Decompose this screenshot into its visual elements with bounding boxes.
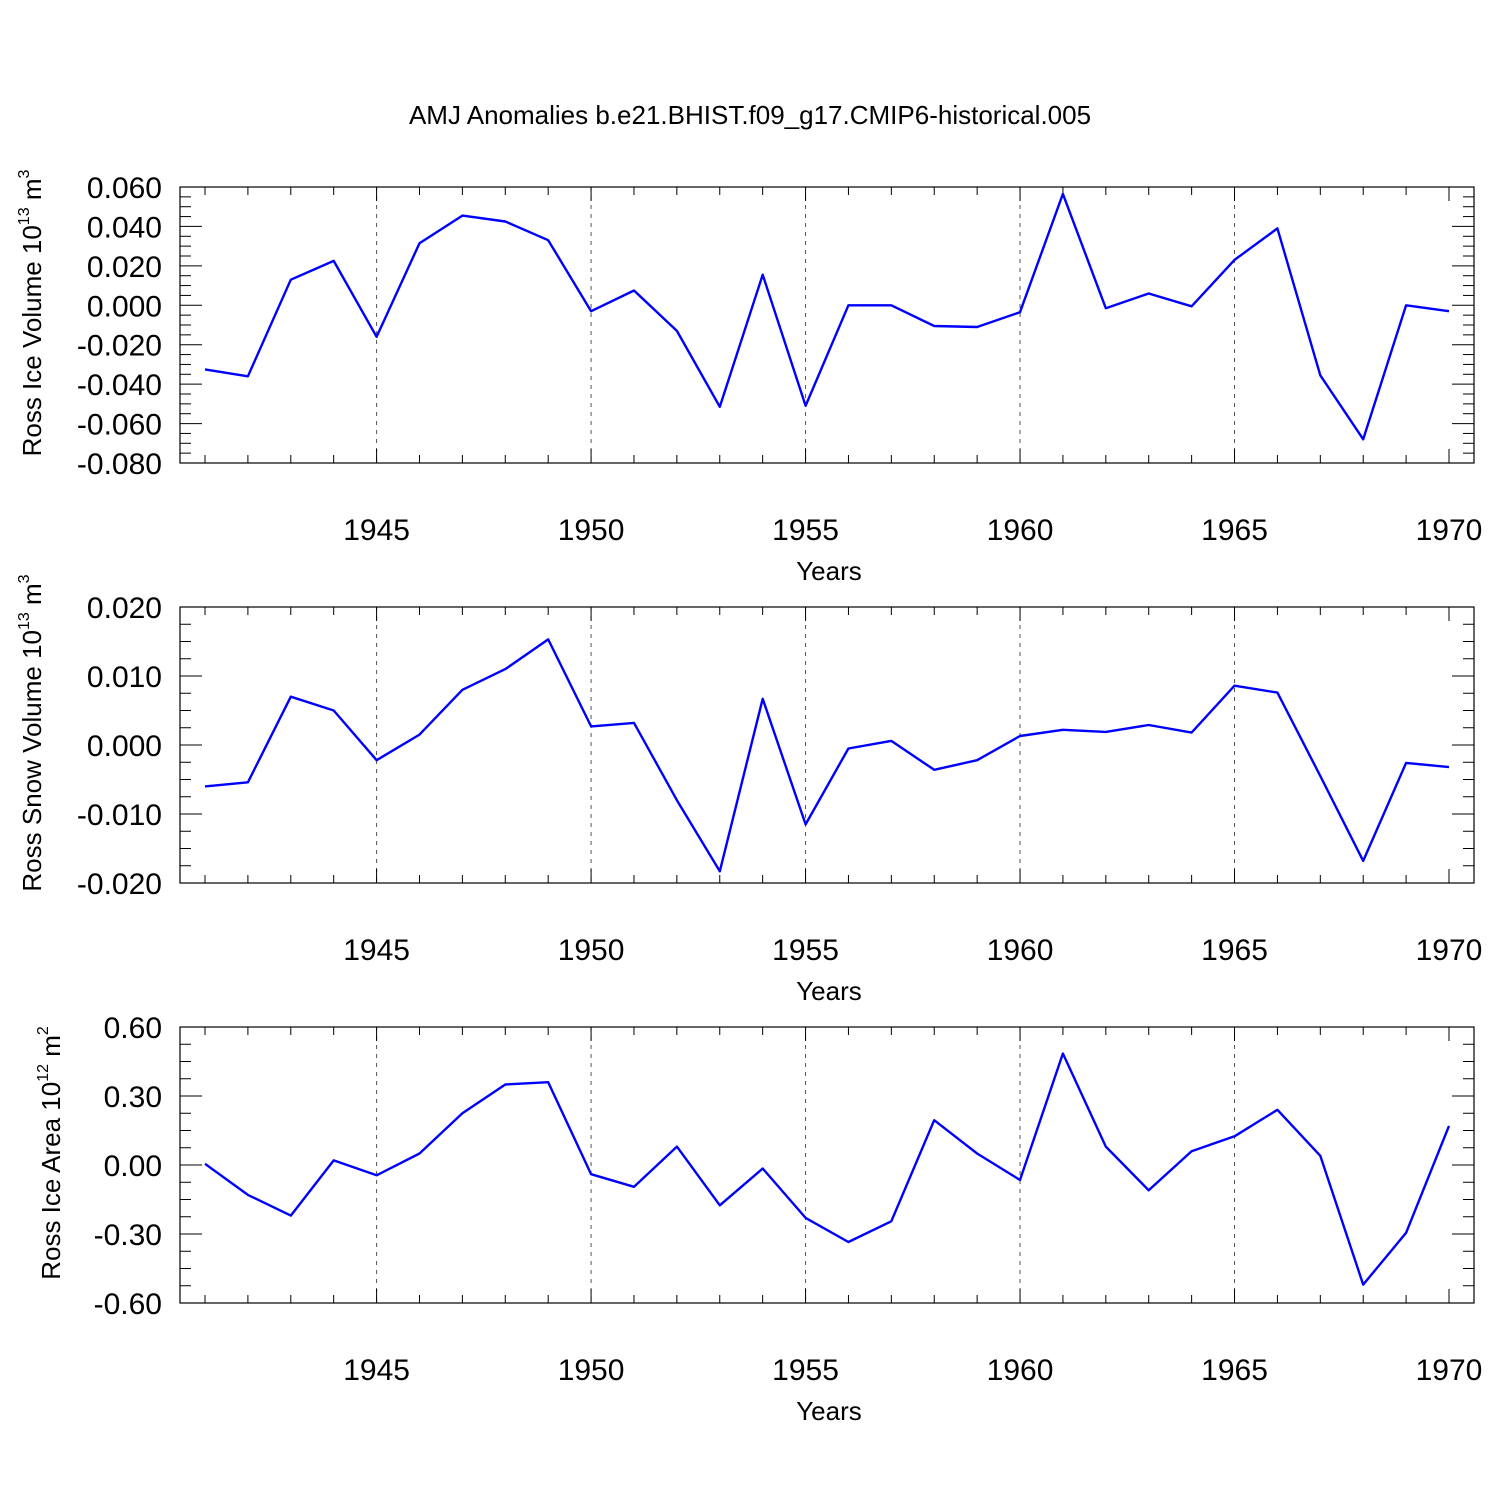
y-axis-label-unit: m xyxy=(17,178,47,207)
y-tick-label: -0.020 xyxy=(77,868,162,901)
x-tick-label: 1970 xyxy=(1416,514,1483,547)
x-tick-label: 1965 xyxy=(1201,514,1268,547)
y-axis-label-text: Ross Ice Area 10 xyxy=(36,1082,66,1280)
y-tick-label: -0.060 xyxy=(77,409,162,442)
y-axis-label: Ross Ice Volume 1013 m3 xyxy=(16,169,47,456)
y-tick-label: 0.020 xyxy=(87,592,162,625)
y-axis-label-unit: m xyxy=(36,1035,66,1064)
y-axis-label: Ross Snow Volume 1013 m3 xyxy=(16,574,47,891)
x-tick-label: 1945 xyxy=(343,514,410,547)
series-line xyxy=(204,192,1450,441)
x-tick-label: 1950 xyxy=(558,1354,625,1387)
x-tick-label: 1945 xyxy=(343,1354,410,1387)
chart-title: AMJ Anomalies b.e21.BHIST.f09_g17.CMIP6-… xyxy=(409,100,1091,130)
x-tick-label: 1955 xyxy=(772,1354,839,1387)
series-line xyxy=(204,1052,1451,1286)
y-axis-label-exponent: 13 xyxy=(16,612,33,630)
y-tick-label: -0.30 xyxy=(94,1219,162,1252)
y-tick-label: 0.060 xyxy=(87,172,162,205)
plot-frame xyxy=(179,186,1475,464)
chart-panel-3: 0.60 0.30 0.00 -0.30 -0.60 1945 1950 1955 1960 19… xyxy=(35,1012,1482,1426)
x-tick-label: 1960 xyxy=(987,1354,1054,1387)
plot-frame xyxy=(179,606,1475,884)
y-axis-label-text: Ross Snow Volume 10 xyxy=(17,630,47,892)
series-line xyxy=(204,638,1450,873)
x-tick-label: 1950 xyxy=(558,514,625,547)
y-tick-label: 0.010 xyxy=(87,661,162,694)
y-tick-label: 0.000 xyxy=(87,290,162,323)
y-tick-label: 0.30 xyxy=(104,1081,162,1114)
y-axis-label-unit: m xyxy=(17,583,47,612)
x-tick-label: 1970 xyxy=(1416,934,1483,967)
chart-panel-2: 0.020 0.010 0.000 -0.010 -0.020 1945 1950 1955 1… xyxy=(16,574,1482,1006)
x-tick-label: 1950 xyxy=(558,934,625,967)
x-tick-label: 1965 xyxy=(1201,1354,1268,1387)
y-tick-label: -0.040 xyxy=(77,369,162,402)
y-tick-label: 0.00 xyxy=(104,1150,162,1183)
y-axis-label-exponent: 12 xyxy=(35,1064,52,1082)
y-tick-label: 0.040 xyxy=(87,211,162,244)
y-tick-label: 0.000 xyxy=(87,730,162,763)
x-tick-label: 1945 xyxy=(343,934,410,967)
x-tick-label: 1960 xyxy=(987,514,1054,547)
y-tick-label: 0.020 xyxy=(87,251,162,284)
y-axis-label-unit-exponent: 3 xyxy=(16,169,33,178)
x-tick-label: 1965 xyxy=(1201,934,1268,967)
x-tick-label: 1970 xyxy=(1416,1354,1483,1387)
x-axis-label: Years xyxy=(796,976,862,1006)
chart-panels: 0.060 0.040 0.020 0.000 -0.020 -0.040 -0.060 -0… xyxy=(16,169,1482,1426)
y-axis-label-text: Ross Ice Volume 10 xyxy=(17,225,47,456)
y-tick-label: -0.020 xyxy=(77,330,162,363)
x-tick-label: 1955 xyxy=(772,934,839,967)
y-tick-label: -0.60 xyxy=(94,1288,162,1321)
y-tick-label: -0.080 xyxy=(77,448,162,481)
y-axis-label-exponent: 13 xyxy=(16,207,33,225)
y-axis-label-unit-exponent: 2 xyxy=(35,1026,52,1035)
y-axis-label: Ross Ice Area 1012 m2 xyxy=(35,1026,66,1280)
y-tick-label: -0.010 xyxy=(77,799,162,832)
y-axis-label-unit-exponent: 3 xyxy=(16,574,33,583)
x-axis-label: Years xyxy=(796,556,862,586)
x-tick-label: 1960 xyxy=(987,934,1054,967)
y-tick-label: 0.60 xyxy=(104,1012,162,1045)
x-axis-label: Years xyxy=(796,1396,862,1426)
plot-frame xyxy=(179,1026,1475,1304)
chart-panel-1: 0.060 0.040 0.020 0.000 -0.020 -0.040 -0.060 -0… xyxy=(16,169,1482,586)
x-tick-label: 1955 xyxy=(772,514,839,547)
